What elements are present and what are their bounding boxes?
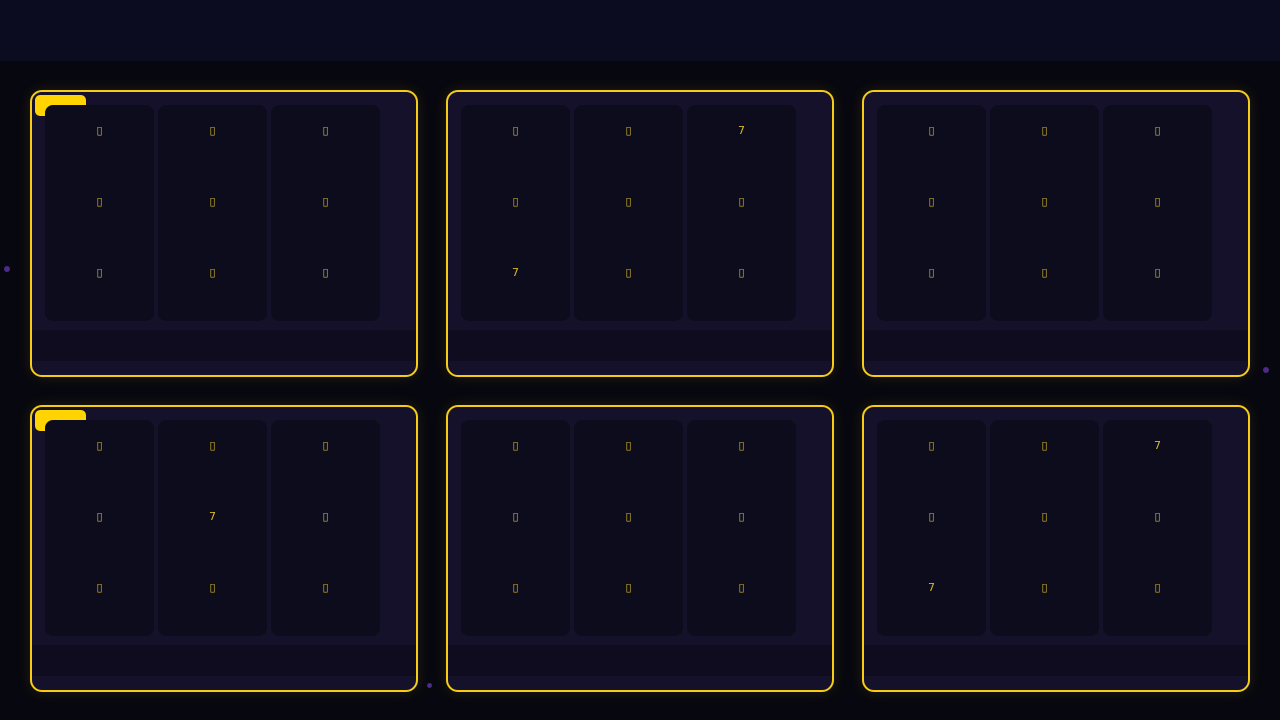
decor-dot	[1263, 367, 1269, 373]
reel-symbol: ▯	[512, 195, 519, 208]
reel: ▯ ▯ ▯	[271, 420, 380, 636]
reel-symbol: ▯	[322, 124, 329, 137]
reel: ▯ ▯ ▯	[574, 420, 683, 636]
reel-symbol: ▯	[625, 581, 632, 594]
reel-symbol: ▯	[928, 195, 935, 208]
reel-symbol: 7	[512, 266, 519, 279]
reel-symbol: ▯	[209, 195, 216, 208]
reel: ▯ ▯ ▯	[1103, 105, 1212, 321]
reel-symbol: ▯	[1041, 581, 1048, 594]
card-footer	[32, 645, 416, 676]
reel-symbol: ▯	[625, 439, 632, 452]
reel: ▯ ▯ ▯	[45, 105, 154, 321]
reel-symbol: ▯	[1041, 439, 1048, 452]
reel: ▯ 7 ▯	[158, 420, 267, 636]
reel: ▯ ▯ ▯	[45, 420, 154, 636]
reel-symbol: ▯	[738, 439, 745, 452]
card-footer	[864, 645, 1248, 676]
reel: ▯ ▯ ▯	[461, 420, 570, 636]
reel-symbol: ▯	[322, 510, 329, 523]
reel-symbol: ▯	[322, 266, 329, 279]
reel-symbol: ▯	[512, 439, 519, 452]
reel-symbol: ▯	[322, 581, 329, 594]
reel-symbol: 7	[1154, 439, 1161, 452]
slot-machine-card[interactable]: ▯ ▯ ▯ ▯ ▯ ▯ ▯ ▯ ▯	[30, 90, 418, 377]
reel: 7 ▯ ▯	[687, 105, 796, 321]
slot-machine-card[interactable]: ▯ ▯ ▯ ▯ 7 ▯ ▯ ▯ ▯	[30, 405, 418, 692]
slot-machine-card[interactable]: ▯ ▯ 7 ▯ ▯ ▯ 7 ▯ ▯	[862, 405, 1250, 692]
reel: ▯ ▯ ▯	[877, 105, 986, 321]
reel-symbol: ▯	[322, 195, 329, 208]
reel-symbol: 7	[738, 124, 745, 137]
reel-symbol: ▯	[96, 439, 103, 452]
reel-symbol: ▯	[96, 581, 103, 594]
reel: ▯ ▯ ▯	[687, 420, 796, 636]
reel-symbol: ▯	[1154, 581, 1161, 594]
reel-symbol: ▯	[96, 510, 103, 523]
reel-symbol: ▯	[738, 510, 745, 523]
reel-symbol: ▯	[928, 510, 935, 523]
reel: ▯ ▯ ▯	[574, 105, 683, 321]
reel-symbol: 7	[209, 510, 216, 523]
reel-symbol: ▯	[1154, 124, 1161, 137]
reel: 7 ▯ ▯	[1103, 420, 1212, 636]
reel: ▯ ▯ ▯	[158, 105, 267, 321]
card-footer	[32, 330, 416, 361]
reel-symbol: ▯	[1041, 195, 1048, 208]
reel-symbol: ▯	[209, 581, 216, 594]
slot-machine-card[interactable]: ▯ ▯ ▯ ▯ ▯ ▯ ▯ ▯ ▯	[862, 90, 1250, 377]
reel-symbol: ▯	[96, 266, 103, 279]
reel-symbol: ▯	[96, 124, 103, 137]
reel-symbol: ▯	[928, 124, 935, 137]
card-footer	[448, 330, 832, 361]
reel-symbol: ▯	[738, 266, 745, 279]
slot-machine-card[interactable]: ▯ ▯ 7 ▯ ▯ ▯ 7 ▯ ▯	[446, 90, 834, 377]
reel-symbol: ▯	[322, 439, 329, 452]
reel-symbol: ▯	[738, 581, 745, 594]
decor-dot	[427, 683, 432, 688]
header-bar	[0, 0, 1280, 61]
decor-dot	[4, 266, 10, 272]
reel-symbol: ▯	[209, 266, 216, 279]
reel-symbol: ▯	[625, 510, 632, 523]
reel-symbol: 7	[928, 581, 935, 594]
reel-symbol: ▯	[512, 124, 519, 137]
reel-symbol: ▯	[512, 581, 519, 594]
reel-symbol: ▯	[928, 439, 935, 452]
reel: ▯ ▯ ▯	[271, 105, 380, 321]
reel-symbol: ▯	[1041, 510, 1048, 523]
reel-symbol: ▯	[625, 266, 632, 279]
reel-symbol: ▯	[1154, 510, 1161, 523]
reel-symbol: ▯	[1154, 195, 1161, 208]
reel-symbol: ▯	[1041, 266, 1048, 279]
reel-symbol: ▯	[512, 510, 519, 523]
reel: ▯ ▯ 7	[461, 105, 570, 321]
card-footer	[448, 645, 832, 676]
reel: ▯ ▯ 7	[877, 420, 986, 636]
slot-machine-card[interactable]: ▯ ▯ ▯ ▯ ▯ ▯ ▯ ▯ ▯	[446, 405, 834, 692]
reel-symbol: ▯	[738, 195, 745, 208]
reel-symbol: ▯	[209, 124, 216, 137]
reel: ▯ ▯ ▯	[990, 105, 1099, 321]
reel-symbol: ▯	[1041, 124, 1048, 137]
reel-symbol: ▯	[928, 266, 935, 279]
reel-symbol: ▯	[625, 124, 632, 137]
reel-symbol: ▯	[1154, 266, 1161, 279]
reel: ▯ ▯ ▯	[990, 420, 1099, 636]
reel-symbol: ▯	[96, 195, 103, 208]
card-footer	[864, 330, 1248, 361]
reel-symbol: ▯	[625, 195, 632, 208]
reel-symbol: ▯	[209, 439, 216, 452]
